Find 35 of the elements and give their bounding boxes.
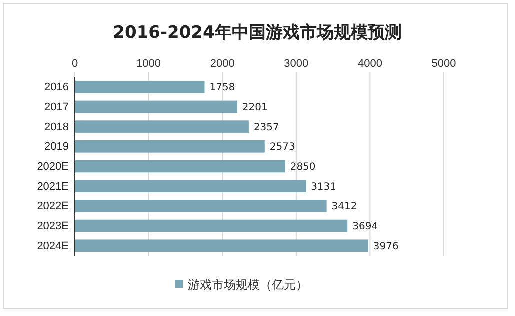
bar xyxy=(75,120,249,133)
bar xyxy=(75,80,205,94)
data-label: 2357 xyxy=(254,122,280,134)
x-tick-label: 5000 xyxy=(432,58,456,70)
x-tick-label: 3000 xyxy=(284,58,309,70)
bar xyxy=(75,240,368,252)
x-tick-label: 2000 xyxy=(210,58,235,70)
x-tick-label: 4000 xyxy=(358,58,382,70)
y-tick-label: 2024E xyxy=(37,240,69,252)
y-tick-label: 2019 xyxy=(44,141,69,154)
data-label: 3976 xyxy=(373,241,399,252)
x-tick-label: 1000 xyxy=(136,58,162,70)
bar xyxy=(75,140,265,153)
y-tick-label: 2016 xyxy=(44,82,69,94)
data-label: 2201 xyxy=(242,102,268,114)
y-tick-label: 2021E xyxy=(37,180,69,193)
y-tick-label: 2017 xyxy=(44,101,69,114)
data-label: 3694 xyxy=(352,222,378,233)
chart-title: 2016-2024年中国游戏市场规模预测 xyxy=(113,23,402,43)
bar xyxy=(75,160,286,173)
bar xyxy=(75,100,238,114)
data-label: 1758 xyxy=(210,82,236,94)
data-label: 3131 xyxy=(311,182,337,193)
bar xyxy=(75,220,348,232)
data-label: 2573 xyxy=(270,142,296,154)
x-tick-label: 0 xyxy=(72,58,78,70)
data-label: 2850 xyxy=(290,162,316,173)
y-tick-label: 2022E xyxy=(37,200,69,213)
y-tick-label: 2023E xyxy=(37,220,69,233)
bar xyxy=(75,180,306,192)
bar xyxy=(75,200,327,212)
y-tick-label: 2018 xyxy=(44,121,69,134)
y-tick-label: 2020E xyxy=(37,161,69,174)
legend-label: 游戏市场规模（亿元） xyxy=(188,278,308,292)
data-label: 3412 xyxy=(332,202,358,213)
